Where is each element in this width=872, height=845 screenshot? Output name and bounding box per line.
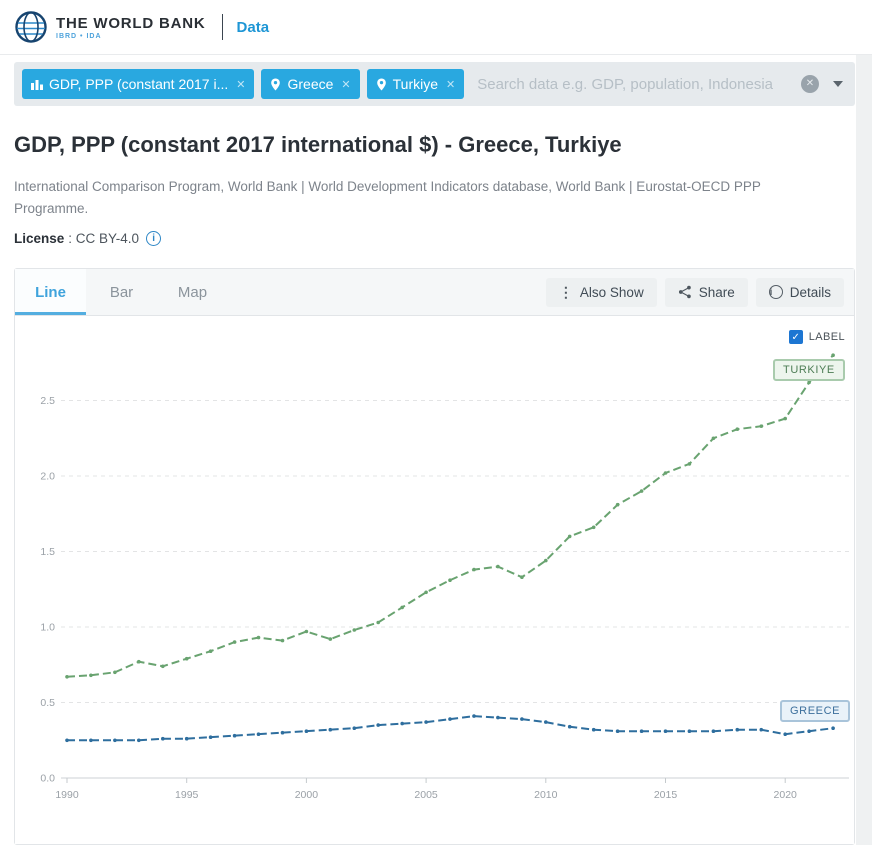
page-title: GDP, PPP (constant 2017 international $)… bbox=[14, 132, 622, 157]
filter-tag-label: Greece bbox=[287, 76, 334, 92]
chevron-down-icon[interactable] bbox=[833, 81, 843, 87]
svg-text:1995: 1995 bbox=[175, 789, 199, 801]
label-checkbox-text: LABEL bbox=[808, 331, 845, 343]
svg-text:1.5: 1.5 bbox=[40, 546, 55, 558]
svg-text:2020: 2020 bbox=[774, 789, 798, 801]
close-icon[interactable]: ✕ bbox=[446, 78, 456, 91]
brand-name: THE WORLD BANK bbox=[56, 14, 206, 32]
svg-text:0.5: 0.5 bbox=[40, 697, 55, 709]
tab-line[interactable]: Line bbox=[15, 269, 86, 315]
filter-tag-label: Turkiye bbox=[392, 76, 439, 92]
page-gutter bbox=[856, 55, 872, 845]
chart-toolbar: Line Bar Map ⋮ Also Show Share i Details bbox=[15, 269, 854, 316]
globe-icon bbox=[15, 11, 47, 43]
also-show-label: Also Show bbox=[579, 284, 644, 300]
location-pin-icon bbox=[376, 78, 387, 91]
svg-text:2.0: 2.0 bbox=[40, 471, 55, 483]
share-button[interactable]: Share bbox=[664, 277, 748, 307]
license-line: License : CC BY-4.0 i bbox=[14, 231, 162, 246]
source-attribution: International Comparison Program, World … bbox=[14, 179, 761, 217]
toolbar-buttons: ⋮ Also Show Share i Details bbox=[545, 269, 854, 315]
svg-text:1990: 1990 bbox=[55, 789, 79, 801]
svg-text:0.0: 0.0 bbox=[40, 773, 55, 785]
svg-text:2000: 2000 bbox=[295, 789, 319, 801]
close-icon[interactable]: ✕ bbox=[341, 78, 351, 91]
view-tabs: Line Bar Map bbox=[15, 269, 228, 315]
turkiye-series-label: TURKIYE bbox=[773, 359, 845, 381]
svg-text:1.0: 1.0 bbox=[40, 622, 55, 634]
svg-text:2005: 2005 bbox=[414, 789, 438, 801]
svg-text:2.5: 2.5 bbox=[40, 395, 55, 407]
brand-text: THE WORLD BANK IBRD • IDA bbox=[56, 15, 206, 40]
details-label: Details bbox=[789, 284, 831, 300]
license-label: License bbox=[14, 231, 65, 246]
filter-tag-turkiye[interactable]: Turkiye ✕ bbox=[366, 69, 465, 99]
line-chart-area[interactable]: 0.0 0.5 1.0 1.5 2.0 2.5 1990 1995 2000 2005 2010 20… bbox=[15, 316, 854, 844]
world-bank-logo[interactable]: THE WORLD BANK IBRD • IDA bbox=[14, 10, 206, 44]
label-checkbox[interactable]: ✓ bbox=[788, 330, 803, 344]
search-input[interactable] bbox=[477, 75, 801, 93]
chart-card: Line Bar Map ⋮ Also Show Share i Details bbox=[14, 268, 855, 845]
top-header: THE WORLD BANK IBRD • IDA Data bbox=[0, 0, 872, 55]
bar-chart-icon bbox=[31, 78, 43, 90]
header-divider bbox=[221, 14, 223, 40]
info-icon: i bbox=[768, 285, 783, 299]
details-button[interactable]: i Details bbox=[755, 277, 844, 307]
nav-data-link[interactable]: Data bbox=[236, 18, 270, 36]
license-value: : CC BY-4.0 bbox=[68, 231, 140, 246]
line-chart-canvas[interactable]: 0.0 0.5 1.0 1.5 2.0 2.5 1990 1995 2000 2005 2010 20… bbox=[15, 316, 854, 844]
license-info-icon[interactable]: i bbox=[146, 231, 162, 246]
filter-tag-label: GDP, PPP (constant 2017 i... bbox=[49, 76, 229, 92]
tab-map[interactable]: Map bbox=[177, 283, 208, 301]
clear-search-icon[interactable]: ✕ bbox=[801, 75, 819, 93]
filter-tag-greece[interactable]: Greece ✕ bbox=[261, 69, 360, 99]
kebab-menu-icon: ⋮ bbox=[558, 284, 573, 300]
label-toggle: ✓ LABEL bbox=[788, 330, 845, 344]
brand-subtitle: IBRD • IDA bbox=[56, 32, 102, 40]
search-bar: GDP, PPP (constant 2017 i... ✕ Greece ✕ … bbox=[14, 62, 855, 106]
also-show-button[interactable]: ⋮ Also Show bbox=[545, 277, 657, 307]
svg-text:2015: 2015 bbox=[654, 789, 678, 801]
share-label: Share bbox=[698, 284, 735, 300]
greece-series-label: GREECE bbox=[780, 700, 851, 722]
svg-text:2010: 2010 bbox=[534, 789, 558, 801]
close-icon[interactable]: ✕ bbox=[236, 78, 246, 91]
tab-bar[interactable]: Bar bbox=[109, 283, 134, 301]
filter-tag-indicator[interactable]: GDP, PPP (constant 2017 i... ✕ bbox=[22, 69, 255, 99]
share-icon bbox=[678, 285, 692, 299]
location-pin-icon bbox=[270, 78, 281, 91]
